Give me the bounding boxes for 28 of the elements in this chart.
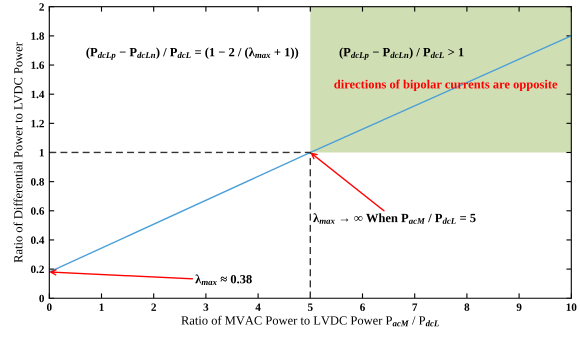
y-tick-label: 0.2: [30, 266, 44, 274]
x-tick-label: 6: [360, 303, 365, 311]
x-axis-title: Ratio of MVAC Power to LVDC Power P$_{acM}$ / P$_{dcL}$: [181, 316, 439, 326]
x-tick-label: 5: [308, 304, 313, 311]
y-tick-label: 1.6: [31, 62, 44, 70]
y-tick-label: 0: [39, 294, 44, 302]
y-tick-label: 0.6: [30, 207, 44, 215]
x-tick-label: 8: [464, 303, 470, 311]
annotation: λ$_{max}$ ≈ 0.38: [195, 274, 252, 286]
x-tick-label: 9: [516, 303, 522, 311]
annotation: λ$_{max}$ → ∞ When P$_{acM}$ / P$_{dcL}$ = 5: [313, 213, 476, 224]
y-tick-label: 1.8: [31, 32, 44, 40]
text: (P$_{dcLp}$ − P$_{dcLn}$) / P$_{dcL}$ = (1 − 2 / (λ$_{max}$ + 1)): [86, 47, 298, 60]
x-tick-label: 10: [566, 303, 576, 311]
y-tick-label: 1.2: [31, 120, 44, 128]
x-tick-label: 4: [255, 304, 261, 311]
y-tick-label: 1.4: [31, 90, 44, 98]
y-tick-label: 0.8: [30, 178, 44, 186]
y-tick-label: 1: [40, 149, 44, 156]
x-tick-label: 3: [204, 303, 208, 311]
annotation: (P$_{dcLp}$ − P$_{dcLn}$) / P$_{dcL}$ > 1: [340, 48, 464, 60]
x-tick-label: 7: [412, 304, 418, 311]
x-tick-label: 2: [151, 303, 156, 311]
y-tick-label: 0.4: [30, 236, 44, 244]
x-tick-label: 0: [46, 303, 52, 311]
y-tick-label: 2: [39, 3, 44, 11]
y-axis-title: Ratio of Differential Power to LVDC Power: [14, 42, 23, 263]
x-tick-label: 1: [100, 303, 104, 311]
